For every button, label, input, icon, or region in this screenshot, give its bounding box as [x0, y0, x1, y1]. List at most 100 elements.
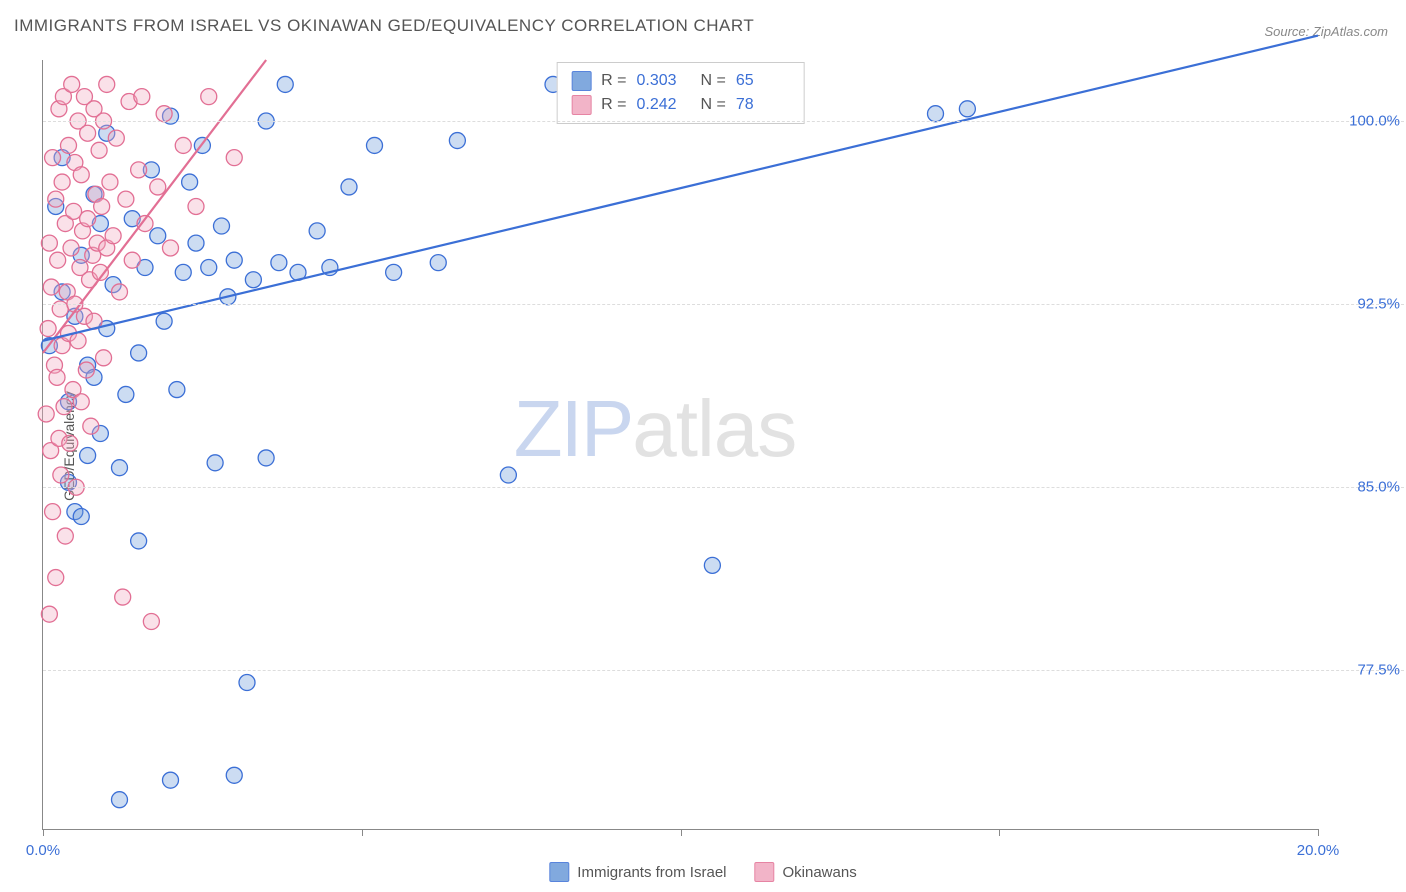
plot-svg — [43, 60, 1318, 829]
data-point — [277, 76, 293, 92]
data-point — [163, 772, 179, 788]
data-point — [131, 162, 147, 178]
data-point — [118, 386, 134, 402]
data-point — [704, 557, 720, 573]
data-point — [143, 613, 159, 629]
data-point — [48, 191, 64, 207]
data-point — [41, 606, 57, 622]
data-point — [57, 528, 73, 544]
stat-legend-row: R = 0.242 N = 78 — [571, 93, 790, 117]
data-point — [43, 279, 59, 295]
y-tick-label: 92.5% — [1357, 296, 1400, 313]
data-point — [99, 76, 115, 92]
data-point — [175, 137, 191, 153]
legend-swatch-series0 — [549, 862, 569, 882]
data-point — [150, 179, 166, 195]
data-point — [53, 467, 69, 483]
x-tick — [43, 829, 44, 836]
y-tick-label: 100.0% — [1349, 113, 1400, 130]
stat-legend-row: R = 0.303 N = 65 — [571, 69, 790, 93]
data-point — [54, 174, 70, 190]
data-point — [156, 106, 172, 122]
data-point — [118, 191, 134, 207]
chart-title: IMMIGRANTS FROM ISRAEL VS OKINAWAN GED/E… — [14, 16, 754, 36]
data-point — [80, 447, 96, 463]
bottom-legend-item: Immigrants from Israel — [549, 862, 726, 882]
data-point — [49, 369, 65, 385]
x-tick — [999, 829, 1000, 836]
r-label: R = — [601, 96, 626, 114]
x-tick-label: 20.0% — [1297, 842, 1340, 859]
data-point — [959, 101, 975, 117]
data-point — [112, 460, 128, 476]
data-point — [239, 675, 255, 691]
data-point — [64, 76, 80, 92]
data-point — [258, 450, 274, 466]
data-point — [134, 89, 150, 105]
data-point — [341, 179, 357, 195]
data-point — [131, 533, 147, 549]
data-point — [83, 418, 99, 434]
plot-area: ZIPatlas R = 0.303 N = 65 R = 0.242 N = … — [42, 60, 1318, 830]
data-point — [500, 467, 516, 483]
data-point — [245, 272, 261, 288]
data-point — [50, 252, 66, 268]
legend-swatch-series0 — [571, 71, 591, 91]
data-point — [108, 130, 124, 146]
data-point — [40, 321, 56, 337]
data-point — [80, 125, 96, 141]
data-point — [124, 252, 140, 268]
gridline — [43, 121, 1404, 122]
data-point — [226, 150, 242, 166]
data-point — [91, 142, 107, 158]
data-point — [309, 223, 325, 239]
legend-label-series1: Okinawans — [783, 864, 857, 881]
stat-legend: R = 0.303 N = 65 R = 0.242 N = 78 — [556, 62, 805, 124]
data-point — [112, 792, 128, 808]
data-point — [188, 198, 204, 214]
data-point — [150, 228, 166, 244]
data-point — [226, 252, 242, 268]
gridline — [43, 670, 1404, 671]
data-point — [271, 255, 287, 271]
data-point — [41, 235, 57, 251]
x-tick-label: 0.0% — [26, 842, 60, 859]
data-point — [45, 504, 61, 520]
data-point — [207, 455, 223, 471]
data-point — [226, 767, 242, 783]
r-value-series1: 0.242 — [637, 96, 691, 114]
chart-container: IMMIGRANTS FROM ISRAEL VS OKINAWAN GED/E… — [0, 0, 1406, 892]
data-point — [182, 174, 198, 190]
data-point — [386, 264, 402, 280]
r-label: R = — [601, 72, 626, 90]
data-point — [169, 382, 185, 398]
data-point — [430, 255, 446, 271]
data-point — [163, 240, 179, 256]
data-point — [61, 137, 77, 153]
gridline — [43, 304, 1404, 305]
n-label: N = — [701, 96, 726, 114]
gridline — [43, 487, 1404, 488]
data-point — [201, 260, 217, 276]
data-point — [63, 240, 79, 256]
x-tick — [362, 829, 363, 836]
bottom-legend: Immigrants from Israel Okinawans — [549, 862, 856, 882]
data-point — [188, 235, 204, 251]
data-point — [80, 211, 96, 227]
legend-swatch-series1 — [755, 862, 775, 882]
y-tick-label: 77.5% — [1357, 662, 1400, 679]
data-point — [94, 198, 110, 214]
data-point — [70, 333, 86, 349]
data-point — [78, 362, 94, 378]
data-point — [112, 284, 128, 300]
data-point — [73, 167, 89, 183]
data-point — [105, 228, 121, 244]
legend-swatch-series1 — [571, 95, 591, 115]
data-point — [45, 150, 61, 166]
data-point — [62, 435, 78, 451]
data-point — [115, 589, 131, 605]
data-point — [48, 570, 64, 586]
data-point — [367, 137, 383, 153]
data-point — [73, 509, 89, 525]
bottom-legend-item: Okinawans — [755, 862, 857, 882]
